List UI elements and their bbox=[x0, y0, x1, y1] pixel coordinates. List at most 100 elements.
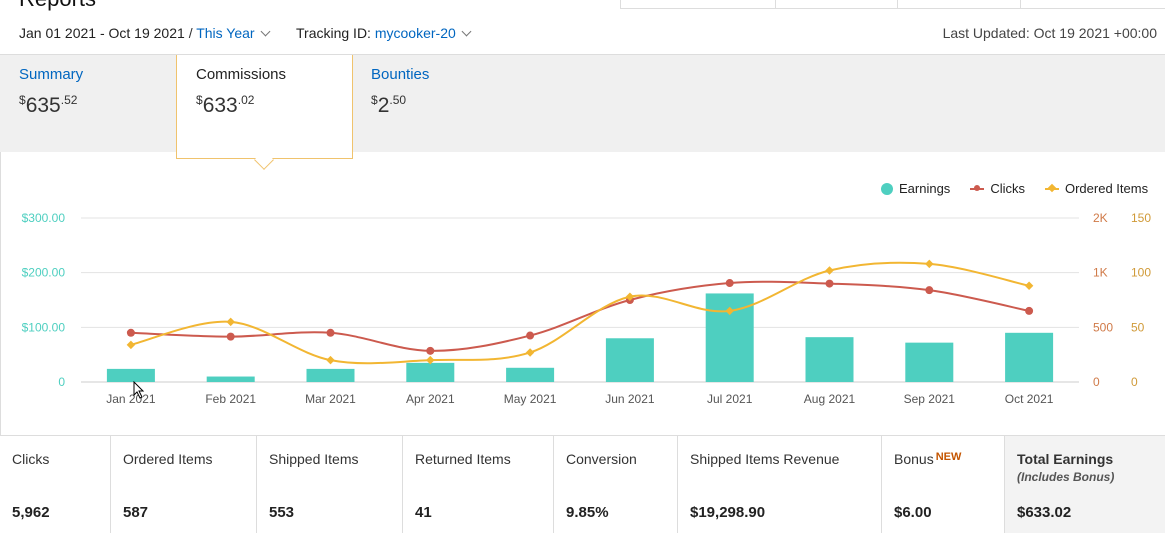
legend-clicks[interactable]: Clicks bbox=[970, 181, 1025, 196]
stat-value: 587 bbox=[123, 504, 149, 521]
tab-commissions-value: $633.02 bbox=[196, 93, 255, 117]
ordered-items-point bbox=[426, 355, 435, 365]
x-tick-label: Aug 2021 bbox=[804, 392, 856, 406]
ordered-items-line bbox=[130, 261, 1030, 365]
clicks-line bbox=[130, 280, 1030, 352]
tab-bounties-value: $2.50 bbox=[371, 93, 407, 117]
stat-value: 41 bbox=[415, 504, 432, 521]
bar-earnings bbox=[805, 337, 854, 382]
stat-label: Bonus NEW bbox=[894, 451, 962, 467]
stat-shipped-items-revenue: Shipped Items Revenue $19,298.90 bbox=[678, 436, 882, 533]
y-left-tick-label: $300.00 bbox=[22, 211, 66, 225]
tab-summary[interactable]: Summary $635.52 bbox=[0, 55, 176, 153]
stat-value: 553 bbox=[269, 504, 295, 521]
clicks-point bbox=[426, 346, 435, 355]
clicks-point bbox=[326, 328, 335, 337]
page-title: Reports bbox=[19, 0, 96, 12]
chevron-down-icon[interactable] bbox=[461, 26, 472, 37]
tracking-label: Tracking ID: bbox=[296, 25, 371, 41]
stat-conversion: Conversion 9.85% bbox=[554, 436, 678, 533]
date-separator: / bbox=[188, 25, 193, 41]
y-right2-tick-label: 150 bbox=[1131, 211, 1151, 225]
x-tick-label: Sep 2021 bbox=[904, 392, 956, 406]
tab-commissions-label: Commissions bbox=[196, 66, 287, 83]
stats-bar: Clicks 5,962 Ordered Items 587 Shipped I… bbox=[0, 435, 1165, 533]
stat-bonus: Bonus NEW $6.00 bbox=[882, 436, 1005, 533]
clicks-point bbox=[925, 286, 934, 295]
ordered-items-point bbox=[925, 259, 934, 269]
stat-label: Total Earnings bbox=[1017, 451, 1114, 467]
tab-bounties-label: Bounties bbox=[371, 66, 430, 83]
bar-earnings bbox=[106, 368, 155, 382]
stat-value: $6.00 bbox=[894, 504, 932, 521]
bar-earnings bbox=[605, 338, 654, 382]
period-link[interactable]: This Year bbox=[196, 25, 255, 41]
x-tick-label: Feb 2021 bbox=[205, 392, 256, 406]
y-right2-tick-label: 50 bbox=[1131, 320, 1145, 334]
x-tick-label: May 2021 bbox=[504, 392, 557, 406]
bar-earnings bbox=[406, 362, 455, 382]
earnings-swatch-icon bbox=[881, 182, 893, 195]
tracking-id-link[interactable]: mycooker-20 bbox=[374, 25, 456, 41]
y-left-tick-label: $100.00 bbox=[22, 320, 66, 334]
top-tab-strip bbox=[620, 0, 1165, 9]
stat-label: Returned Items bbox=[415, 451, 511, 467]
ordered-items-point bbox=[625, 292, 635, 301]
filter-bar: Jan 01 2021 - Oct 19 2021 / This Year Tr… bbox=[0, 14, 1165, 54]
tab-bounties[interactable]: Bounties $2.50 bbox=[352, 55, 528, 153]
chevron-down-icon[interactable] bbox=[260, 26, 271, 37]
ordered-items-point bbox=[226, 317, 235, 327]
stat-clicks: Clicks 5,962 bbox=[0, 436, 111, 533]
y-right2-tick-label: 0 bbox=[1131, 375, 1138, 389]
stat-shipped-items: Shipped Items 553 bbox=[257, 436, 403, 533]
x-tick-label: Jul 2021 bbox=[707, 392, 753, 406]
bar-earnings bbox=[905, 342, 954, 382]
date-range-text: Jan 01 2021 - Oct 19 2021 bbox=[19, 25, 185, 41]
x-tick-label: Oct 2021 bbox=[1005, 392, 1054, 406]
clicks-point bbox=[725, 279, 734, 288]
ordered-items-swatch-icon bbox=[1044, 183, 1059, 192]
date-range-selector[interactable]: Jan 01 2021 - Oct 19 2021 / This Year bbox=[19, 25, 271, 41]
clicks-point bbox=[226, 332, 235, 341]
tab-summary-label: Summary bbox=[19, 66, 84, 83]
stat-label: Conversion bbox=[566, 451, 637, 467]
stat-value: $633.02 bbox=[1017, 504, 1072, 521]
bar-earnings bbox=[306, 368, 355, 382]
clicks-point bbox=[526, 331, 535, 340]
tracking-id-selector[interactable]: Tracking ID: mycooker-20 bbox=[296, 25, 472, 41]
y-right2-tick-label: 100 bbox=[1131, 266, 1151, 280]
y-left-tick-label: $200.00 bbox=[22, 266, 66, 280]
y-right1-tick-label: 500 bbox=[1093, 320, 1113, 334]
x-tick-label: Mar 2021 bbox=[305, 392, 356, 406]
ordered-items-point bbox=[525, 348, 535, 357]
stat-returned-items: Returned Items 41 bbox=[403, 436, 554, 533]
bar-earnings bbox=[1005, 332, 1054, 382]
legend-ordered-items[interactable]: Ordered Items bbox=[1044, 181, 1148, 196]
stat-sublabel: (Includes Bonus) bbox=[1017, 470, 1115, 484]
ordered-items-point bbox=[825, 266, 834, 275]
ordered-items-point bbox=[326, 355, 335, 365]
x-tick-label: Jan 2021 bbox=[106, 392, 156, 406]
chart-canvas: $300.00 2K 150$200.00 1K 100$100.00 500 500 0 0J… bbox=[22, 211, 1152, 406]
x-tick-label: Apr 2021 bbox=[406, 392, 455, 406]
stat-label: Clicks bbox=[12, 451, 50, 467]
ordered-items-point bbox=[126, 340, 136, 350]
tab-commissions[interactable]: Commissions $633.02 bbox=[176, 55, 353, 170]
stat-ordered-items: Ordered Items 587 bbox=[111, 436, 257, 533]
new-badge: NEW bbox=[935, 451, 962, 463]
report-tabs: Summary $635.52 Commissions $633.02 Boun… bbox=[0, 54, 1165, 170]
clicks-point bbox=[825, 279, 834, 288]
bar-earnings bbox=[506, 367, 555, 382]
y-right1-tick-label: 0 bbox=[1093, 375, 1100, 389]
last-updated: Last Updated: Oct 19 2021 +00:00 bbox=[942, 25, 1157, 41]
stat-label: Ordered Items bbox=[123, 451, 213, 467]
mouse-pointer-icon bbox=[133, 381, 145, 399]
y-right1-tick-label: 1K bbox=[1093, 266, 1108, 280]
bar-earnings bbox=[206, 376, 255, 382]
x-tick-label: Jun 2021 bbox=[605, 392, 655, 406]
y-right1-tick-label: 2K bbox=[1093, 211, 1108, 225]
chart-legend: Earnings Clicks Ordered Items bbox=[881, 181, 1148, 196]
legend-earnings[interactable]: Earnings bbox=[881, 181, 950, 196]
clicks-point bbox=[126, 328, 135, 337]
clicks-point bbox=[1025, 306, 1034, 315]
